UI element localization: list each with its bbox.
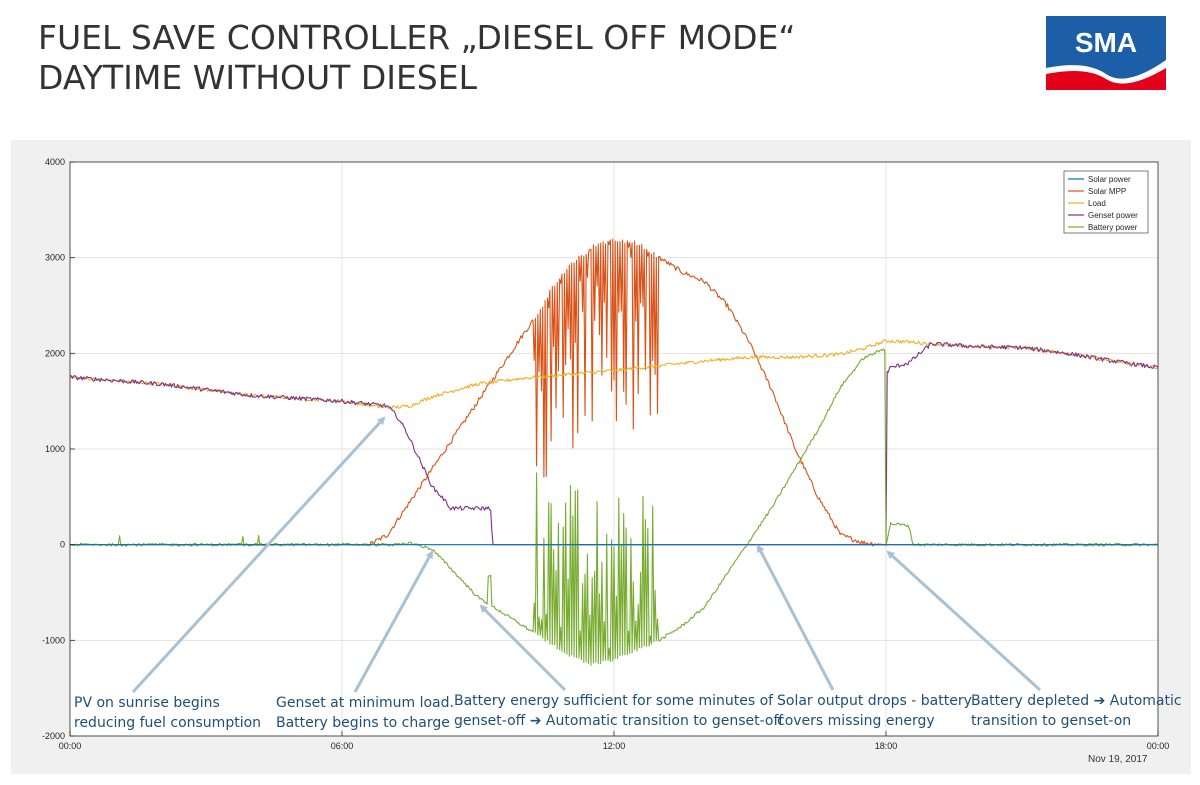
- legend-box: [1063, 170, 1149, 234]
- x-tick-label: 18:00: [875, 741, 898, 751]
- annotation-genset-off: Battery energy sufficient for some minut…: [454, 693, 784, 729]
- annotation-arrow-3: [479, 604, 567, 692]
- title-line-2: DAYTIME WITHOUT DIESEL: [38, 58, 477, 97]
- legend-entry: Solar power: [1088, 175, 1131, 184]
- legend: Solar power Solar MPP Load Genset power Batt…: [1063, 170, 1149, 234]
- y-tick-label: -1000: [42, 635, 65, 645]
- title-line-1: FUEL SAVE CONTROLLER „DIESEL OFF MODE“: [38, 18, 796, 57]
- legend-entry: Solar MPP: [1088, 187, 1126, 196]
- annotation-arrow-2: [353, 550, 434, 693]
- legend-entry: Battery power: [1088, 223, 1138, 232]
- y-tick-label: 0: [60, 540, 65, 550]
- annotation-arrow-5: [886, 550, 1042, 692]
- logo-text: SMA: [1075, 27, 1137, 58]
- y-tick-label: 3000: [45, 253, 65, 263]
- annotation-pv-sunrise: PV on sunrise begins reducing fuel consu…: [74, 695, 262, 731]
- annotation-battery-depleted: Battery depleted ➔ Automatic transition …: [971, 693, 1182, 729]
- x-tick-label: 06:00: [331, 741, 354, 751]
- annotation-genset-min-load: Genset at minimum load. Battery begins t…: [276, 695, 454, 731]
- legend-entry: Load: [1088, 199, 1106, 208]
- annotation-arrows: [131, 416, 1042, 694]
- y-tick-label: 1000: [45, 444, 65, 454]
- sma-logo: SMA: [1046, 16, 1166, 90]
- y-tick-label: -2000: [42, 731, 65, 741]
- x-tick-label: 00:00: [1147, 741, 1170, 751]
- y-tick-label: 2000: [45, 348, 65, 358]
- series-group: [69, 238, 1159, 666]
- annotation-arrow-4: [756, 544, 835, 691]
- x-tick-label: 12:00: [603, 741, 626, 751]
- annotation-arrow-1: [131, 416, 386, 694]
- y-tick-label: 4000: [45, 157, 65, 167]
- legend-entry: Genset power: [1088, 211, 1138, 220]
- page-title: FUEL SAVE CONTROLLER „DIESEL OFF MODE“ D…: [38, 18, 795, 98]
- annotation-solar-drops: Solar output drops - battery covers miss…: [777, 693, 972, 729]
- x-tick-label: 00:00: [59, 741, 82, 751]
- series-line-battery-power: [69, 348, 1159, 666]
- date-label: Nov 19, 2017: [1088, 754, 1148, 765]
